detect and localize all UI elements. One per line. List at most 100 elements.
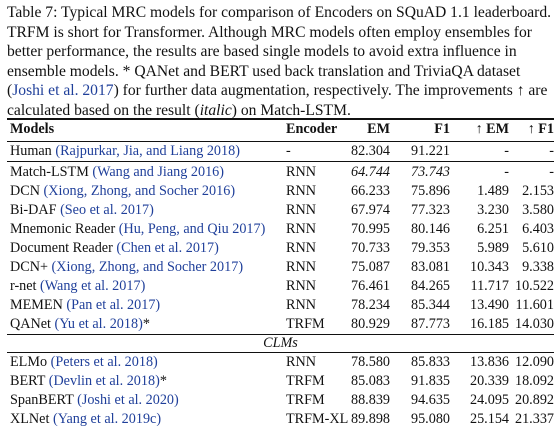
- caption-text: ) on Match-LSTM.: [232, 102, 351, 119]
- caption-text: TRFM is short for Transformer. Although …: [7, 24, 532, 41]
- table-caption: Table 7: Typical MRC models for comparis…: [7, 3, 554, 121]
- delta-f1-cell: -: [549, 163, 554, 182]
- citation-close: ): [230, 183, 235, 199]
- delta-f1-cell: 10.522: [515, 277, 554, 296]
- f1-cell: 83.081: [411, 258, 450, 277]
- delta-em-cell: 20.339: [470, 372, 509, 391]
- model-name: Document Reader: [10, 240, 116, 256]
- model-cell: Bi-DAF (Seo et al. 2017): [10, 201, 154, 220]
- citation-close: ): [238, 259, 243, 275]
- citation: Wang et al. 2017: [45, 278, 141, 294]
- f1-cell: 77.323: [411, 201, 450, 220]
- model-name: XLNet: [10, 411, 53, 427]
- citation: Rajpurkar, Jia, and Liang 2018: [60, 143, 235, 159]
- f1-cell: 73.743: [411, 163, 450, 182]
- caption-line: TRFM is short for Transformer. Although …: [7, 23, 554, 43]
- delta-f1-cell: 20.892: [515, 391, 554, 410]
- delta-f1-cell: 11.601: [516, 296, 554, 315]
- citation-close: ): [155, 297, 160, 313]
- encoder-cell: RNN: [286, 220, 316, 239]
- caption-text: calculated based on the result (: [7, 102, 200, 119]
- encoder-cell: RNN: [286, 239, 316, 258]
- footnote-star: *: [143, 316, 150, 332]
- caption-line: (Joshi et al. 2017) for further data aug…: [7, 81, 554, 101]
- model-cell: ELMo (Peters et al. 2018): [10, 353, 158, 372]
- model-cell: Mnemonic Reader (Hu, Peng, and Qiu 2017): [10, 220, 265, 239]
- table-row: Mnemonic Reader (Hu, Peng, and Qiu 2017)…: [7, 220, 554, 239]
- delta-f1-cell: 9.338: [522, 258, 554, 277]
- model-name: MEMEN: [10, 297, 66, 313]
- model-name: r-net: [10, 278, 40, 294]
- citation-close: ): [141, 278, 146, 294]
- footnote-star: *: [160, 373, 167, 389]
- delta-f1-cell: 5.610: [522, 239, 554, 258]
- delta-em-cell: 1.489: [477, 182, 509, 201]
- f1-cell: 85.833: [411, 353, 450, 372]
- caption-citation: Joshi et al. 2017: [12, 82, 113, 99]
- em-cell: 88.839: [351, 391, 390, 410]
- caption-text: italic: [200, 102, 232, 119]
- model-name: Bi-DAF: [10, 202, 60, 218]
- em-cell: 75.087: [351, 258, 390, 277]
- citation: Wang and Jiang 2016: [97, 164, 219, 180]
- em-cell: 80.929: [351, 315, 390, 334]
- citation: Seo et al. 2017: [65, 202, 149, 218]
- model-name: DCN+: [10, 259, 52, 275]
- caption-line: better performance, the results are base…: [7, 42, 554, 62]
- citation: Peters et al. 2018: [55, 354, 153, 370]
- citation-close: ): [261, 221, 266, 237]
- delta-em-cell: 5.989: [477, 239, 509, 258]
- f1-cell: 84.265: [411, 277, 450, 296]
- header-delta-f1: ↑ F1: [528, 120, 554, 139]
- model-cell: MEMEN (Pan et al. 2017): [10, 296, 160, 315]
- encoder-cell: -: [286, 142, 291, 161]
- em-cell: 78.234: [351, 296, 390, 315]
- group-rule-1: [7, 161, 554, 162]
- f1-cell: 87.773: [411, 315, 450, 334]
- delta-f1-cell: -: [549, 142, 554, 161]
- model-cell: Human (Rajpurkar, Jia, and Liang 2018): [10, 142, 240, 161]
- citation-close: ): [149, 202, 154, 218]
- citation: Devlin et al. 2018: [53, 373, 155, 389]
- delta-em-cell: 13.490: [470, 296, 509, 315]
- encoder-cell: TRFM: [286, 372, 325, 391]
- citation: Pan et al. 2017: [71, 297, 155, 313]
- header-delta-em: ↑ EM: [476, 120, 510, 139]
- encoder-cell: RNN: [286, 353, 316, 372]
- delta-em-cell: 6.251: [477, 220, 509, 239]
- model-cell: DCN (Xiong, Zhong, and Socher 2016): [10, 182, 235, 201]
- delta-em-cell: 10.343: [470, 258, 509, 277]
- header-models: Models: [10, 120, 54, 139]
- caption-text: ) for further data augmentation, respect…: [114, 82, 548, 99]
- em-cell: 76.461: [351, 277, 390, 296]
- citation: Hu, Peng, and Qiu 2017: [123, 221, 260, 237]
- caption-line: Table 7: Typical MRC models for comparis…: [7, 3, 554, 23]
- caption-text: better performance, the results are base…: [7, 43, 517, 60]
- model-cell: XLNet (Yang et al. 2019c): [10, 410, 161, 429]
- f1-cell: 91.835: [411, 372, 450, 391]
- f1-cell: 94.635: [411, 391, 450, 410]
- model-cell: QANet (Yu et al. 2018)*: [10, 315, 150, 334]
- table-row: Human (Rajpurkar, Jia, and Liang 2018)-8…: [7, 142, 554, 161]
- f1-cell: 91.221: [411, 142, 450, 161]
- delta-f1-cell: 21.337: [515, 410, 554, 429]
- encoder-cell: RNN: [286, 182, 316, 201]
- em-cell: 70.995: [351, 220, 390, 239]
- delta-em-cell: -: [504, 142, 509, 161]
- f1-cell: 85.344: [411, 296, 450, 315]
- delta-f1-cell: 2.153: [522, 182, 554, 201]
- model-name: QANet: [10, 316, 55, 332]
- model-cell: Match-LSTM (Wang and Jiang 2016): [10, 163, 224, 182]
- encoder-cell: TRFM: [286, 391, 325, 410]
- citation-close: ): [214, 240, 219, 256]
- citation-close: ): [235, 143, 240, 159]
- header-f1: F1: [434, 120, 450, 139]
- citation-close: ): [174, 392, 179, 408]
- model-cell: r-net (Wang et al. 2017): [10, 277, 145, 296]
- citation: Xiong, Zhong, and Socher 2017: [56, 259, 238, 275]
